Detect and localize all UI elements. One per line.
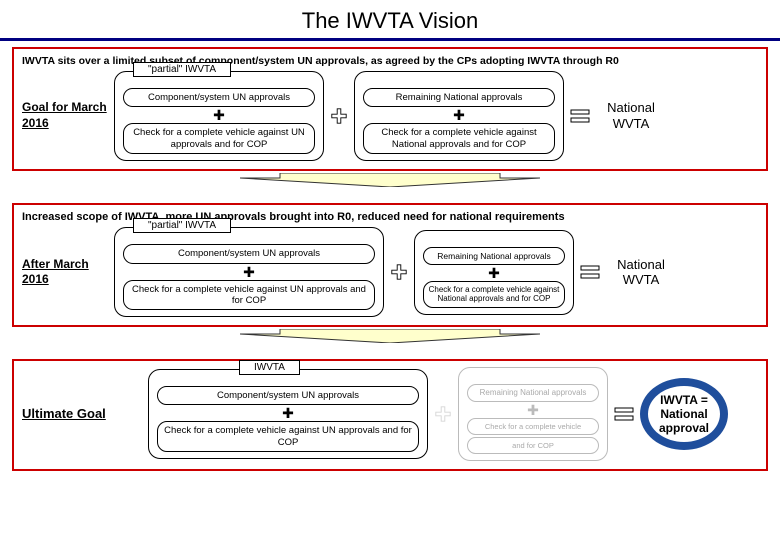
down-arrow-icon [240,173,540,187]
stage-1: IWVTA sits over a limited subset of comp… [12,47,768,171]
stage3-result-donut: IWVTA = National approval [640,378,728,450]
stage1-row: Goal for March 2016 "partial" IWVTA Comp… [22,71,758,161]
stage2-right-group: Remaining National approvals ✚ Check for… [414,230,574,315]
stage3-left-bot-box: Check for a complete vehicle against UN … [157,421,419,452]
stage3-right-bot-box-2: and for COP [467,437,599,454]
stage1-left-top-box: Component/system UN approvals [123,88,315,107]
stage1-goal-label: Goal for March 2016 [22,100,108,131]
stage-3: Ultimate Goal IWVTA Component/system UN … [12,359,768,471]
stage2-left-group: "partial" IWVTA Component/system UN appr… [114,227,384,317]
stage2-result: National WVTA [606,257,676,288]
stage3-right-top-box: Remaining National approvals [467,384,599,402]
stage3-row: Ultimate Goal IWVTA Component/system UN … [22,367,758,461]
plus-icon: ✚ [363,108,555,122]
stage2-goal-label: After March 2016 [22,257,108,288]
stage1-left-bot-box: Check for a complete vehicle against UN … [123,123,315,154]
page-title: The IWVTA Vision [0,0,780,38]
stage1-right-group: Remaining National approvals ✚ Check for… [354,71,564,161]
stage3-partial-label: IWVTA [239,360,300,375]
stage3-right-group: Remaining National approvals ✚ Check for… [458,367,608,461]
plus-icon: ✚ [123,108,315,122]
plus-icon: ✚ [423,266,565,280]
stage-2: Increased scope of IWVTA, more UN approv… [12,203,768,327]
stage2-right-top-box: Remaining National approvals [423,247,565,265]
stage1-right-top-box: Remaining National approvals [363,88,555,107]
plus-icon: ✚ [467,403,599,417]
stage3-left-top-box: Component/system UN approvals [157,386,419,405]
stage3-right-bot-box-1: Check for a complete vehicle [467,418,599,435]
down-arrow-icon [240,329,540,343]
stage3-result-text: IWVTA = National approval [648,393,720,436]
plus-icon [390,263,408,281]
plus-icon: ✚ [123,265,375,279]
equals-icon [614,406,634,422]
stage2-left-bot-box: Check for a complete vehicle against UN … [123,280,375,311]
stage2-left-top-box: Component/system UN approvals [123,244,375,263]
stage3-goal-label: Ultimate Goal [22,406,142,423]
stage3-left-group: IWVTA Component/system UN approvals ✚ Ch… [148,369,428,459]
stage2-right-bot-box: Check for a complete vehicle against Nat… [423,281,565,308]
stage1-left-group: "partial" IWVTA Component/system UN appr… [114,71,324,161]
stage1-result: National WVTA [596,100,666,131]
stage1-partial-label: "partial" IWVTA [133,62,231,77]
plus-icon: ✚ [157,406,419,420]
plus-icon [330,107,348,125]
equals-icon [580,264,600,280]
plus-icon [434,405,452,423]
stage2-row: After March 2016 "partial" IWVTA Compone… [22,227,758,317]
stage1-right-bot-box: Check for a complete vehicle against Nat… [363,123,555,154]
stage2-partial-label: "partial" IWVTA [133,218,231,233]
equals-icon [570,108,590,124]
title-underline [0,38,780,41]
